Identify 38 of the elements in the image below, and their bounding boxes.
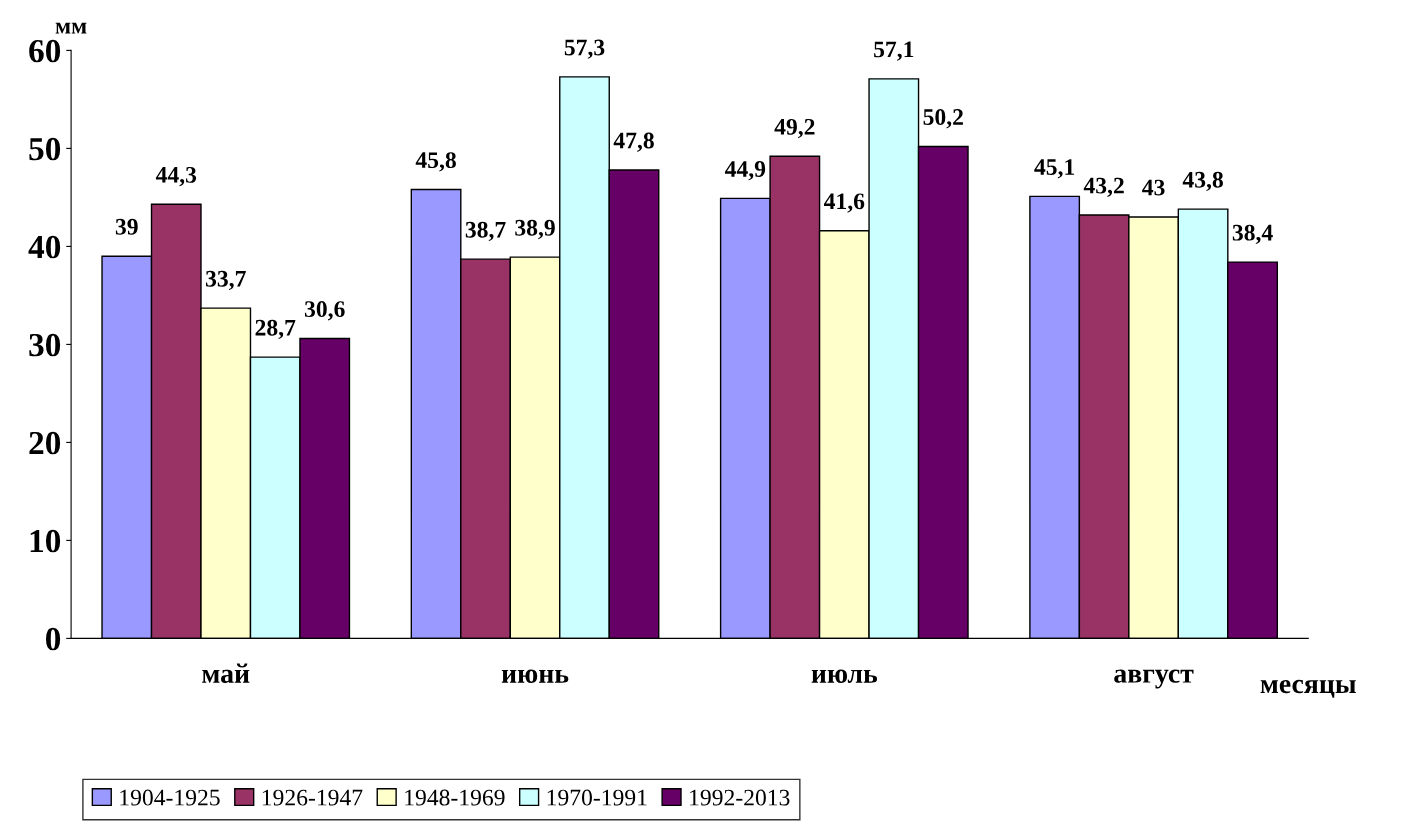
data-label: 45,8 <box>415 152 456 172</box>
data-label: 44,3 <box>155 166 197 187</box>
data-label: 47,8 <box>613 132 654 152</box>
x-axis-title: месяцы <box>1260 679 1356 698</box>
data-label: 43,2 <box>1083 177 1124 197</box>
data-label: 43,8 <box>1182 171 1223 192</box>
y-tick-label: 60 <box>29 39 61 63</box>
data-label: 28,7 <box>255 319 296 340</box>
data-label: 49,2 <box>774 118 815 139</box>
data-label: 45,1 <box>1034 159 1075 179</box>
x-tick-label: июль <box>811 669 878 683</box>
data-label: 39 <box>115 218 138 235</box>
legend-label: 1948-1969 <box>405 789 505 806</box>
data-label: 30,6 <box>304 301 345 321</box>
x-tick-label: июнь <box>501 669 569 683</box>
y-tick-label: 10 <box>30 529 61 553</box>
y-tick-label: 50 <box>29 137 61 161</box>
legend-label: 1970-1991 <box>547 789 647 806</box>
y-tick-label: 40 <box>28 235 61 259</box>
legend-label: 1992-2013 <box>690 789 790 806</box>
y-axis-title: мм <box>55 22 87 34</box>
data-label: 33,7 <box>205 270 246 291</box>
x-tick-label: август <box>1114 669 1194 689</box>
data-label: 41,6 <box>823 193 865 213</box>
data-label: 38,4 <box>1232 224 1273 245</box>
x-tick-label: май <box>202 663 250 683</box>
data-label: 44,9 <box>725 161 766 181</box>
legend-label: 1926-1947 <box>262 789 363 806</box>
data-label: 38,7 <box>465 221 506 242</box>
data-label: 43 <box>1142 179 1165 196</box>
legend-label: 1904-1925 <box>120 789 220 806</box>
data-label: 57,1 <box>874 41 914 61</box>
data-label: 38,9 <box>515 219 555 240</box>
data-label: 50,2 <box>923 109 963 129</box>
data-label: 57,3 <box>564 39 605 59</box>
y-tick-label: 20 <box>29 431 61 455</box>
y-tick-label: 0 <box>45 627 61 651</box>
y-tick-label: 30 <box>29 333 61 357</box>
